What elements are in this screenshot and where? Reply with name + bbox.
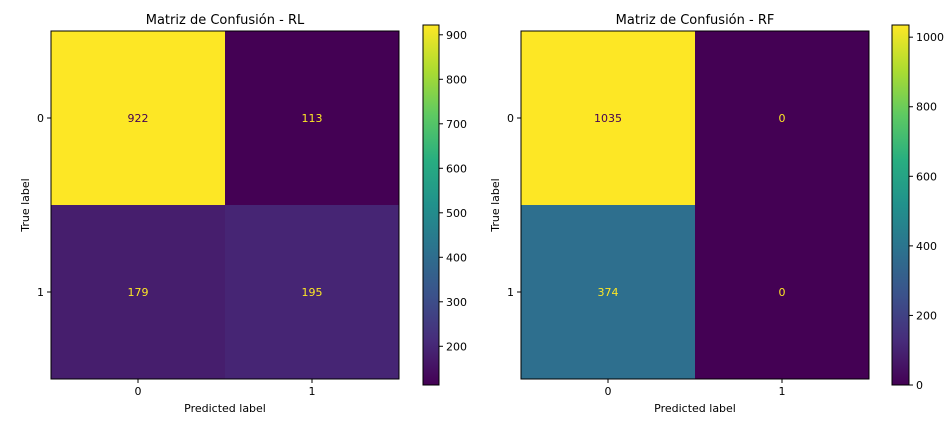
- cell-value-label: 179: [128, 286, 149, 299]
- chart-title: Matriz de Confusión - RF: [616, 13, 775, 28]
- cell-value-label: 374: [598, 286, 619, 299]
- plot-frame: [520, 30, 870, 380]
- colorbar-ticks: 200 300 400 500 600 700 800 900: [439, 29, 467, 353]
- colorbar-tick-label: 400: [446, 251, 467, 264]
- y-tick-label: 0: [507, 112, 514, 125]
- plot-frame: [50, 30, 400, 380]
- colorbar-tick-label: 600: [916, 170, 937, 183]
- heatmap-cell: [695, 205, 869, 379]
- cells: 1035 0 374 0: [521, 31, 869, 379]
- colorbar-tick-label: 200: [446, 340, 467, 353]
- heatmap-cell: [225, 205, 399, 379]
- axis-ticks: 0 1 0 1: [507, 112, 786, 398]
- cell-value-label: 0: [779, 286, 786, 299]
- y-axis-label: True label: [489, 178, 502, 232]
- cell-value-label: 1035: [594, 112, 622, 125]
- heatmap-cell: [51, 205, 225, 379]
- cell-value-label: 113: [302, 112, 323, 125]
- colorbar-tick-label: 600: [446, 162, 467, 175]
- chart-rl: Matriz de Confusión - RL 922 113 179 195 0 1…: [19, 13, 467, 415]
- colorbar-tick-label: 500: [446, 207, 467, 220]
- x-axis-label: Predicted label: [184, 402, 266, 415]
- colorbar-tick-label: 0: [916, 379, 923, 392]
- x-tick-label: 0: [605, 385, 612, 398]
- heatmap-cell: [51, 31, 225, 205]
- x-tick-label: 0: [135, 385, 142, 398]
- colorbar: [891, 24, 910, 386]
- colorbar-tick-label: 900: [446, 29, 467, 42]
- colorbar-tick-label: 800: [916, 101, 937, 114]
- cell-value-label: 0: [779, 112, 786, 125]
- y-axis-label: True label: [19, 178, 32, 232]
- y-tick-label: 1: [37, 286, 44, 299]
- heatmap-cell: [521, 31, 695, 205]
- cells: 922 113 179 195: [51, 31, 399, 379]
- axis-ticks: 0 1 0 1: [37, 112, 316, 398]
- colorbar-tick-label: 700: [446, 118, 467, 131]
- colorbar-tick-label: 400: [916, 240, 937, 253]
- heatmap-cell: [225, 31, 399, 205]
- colorbar-tick-label: 800: [446, 73, 467, 86]
- x-tick-label: 1: [309, 385, 316, 398]
- colorbar-ticks: 0 200 400 600 800 1000: [909, 31, 944, 392]
- colorbar: [422, 24, 440, 386]
- cell-value-label: 922: [128, 112, 149, 125]
- x-tick-label: 1: [779, 385, 786, 398]
- cell-value-label: 195: [302, 286, 323, 299]
- heatmap-cell: [695, 31, 869, 205]
- x-axis-label: Predicted label: [654, 402, 736, 415]
- heatmap-cell: [521, 205, 695, 379]
- colorbar-tick-label: 1000: [916, 31, 944, 44]
- y-tick-label: 1: [507, 286, 514, 299]
- chart-title: Matriz de Confusión - RL: [146, 13, 305, 28]
- colorbar-tick-label: 200: [916, 309, 937, 322]
- colorbar-tick-label: 300: [446, 296, 467, 309]
- y-tick-label: 0: [37, 112, 44, 125]
